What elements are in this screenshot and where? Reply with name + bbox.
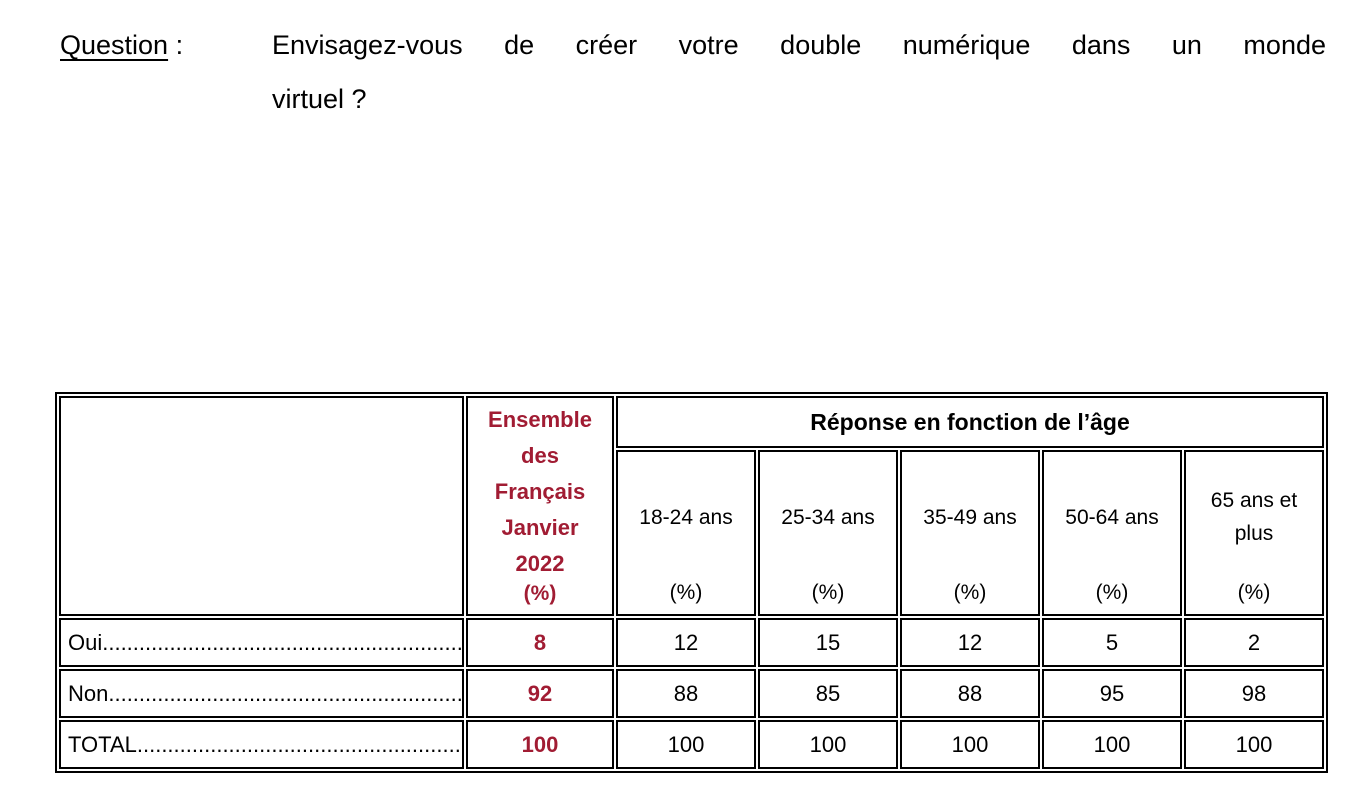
percent-label: (%) xyxy=(811,581,845,604)
age-label: 65 ans et plus xyxy=(1210,489,1298,545)
ensemble-header-text: Ensemble des Français Janvier 2022 xyxy=(488,402,592,582)
total-value-25-34: 100 xyxy=(758,720,898,769)
total-ensemble-value: 100 xyxy=(466,720,614,769)
question-block: Question : Envisagez-vous de créer votre… xyxy=(60,18,1326,126)
non-value-65-plus: 98 xyxy=(1184,669,1325,718)
age-column-header-50-64: 50-64 ans (%) xyxy=(1042,450,1182,616)
non-value-50-64: 95 xyxy=(1042,669,1182,718)
ensemble-line: Janvier xyxy=(501,515,579,540)
table-row-oui: Oui.....................................… xyxy=(59,618,1325,667)
ensemble-line: Ensemble xyxy=(488,407,592,432)
table-row-total: TOTAL...................................… xyxy=(59,720,1325,769)
age-group-header: Réponse en fonction de l’âge xyxy=(616,396,1325,448)
total-value-35-49: 100 xyxy=(900,720,1040,769)
oui-value-35-49: 12 xyxy=(900,618,1040,667)
ensemble-line: 2022 xyxy=(515,551,565,576)
oui-ensemble-value: 8 xyxy=(466,618,614,667)
question-word: Question xyxy=(60,30,169,60)
ensemble-line: Français xyxy=(494,479,586,504)
table-row-non: Non.....................................… xyxy=(59,669,1325,718)
header-row-2: 18-24 ans (%) 25-34 ans (%) 35-49 ans (%… xyxy=(59,450,1325,616)
total-value-65-plus: 100 xyxy=(1184,720,1325,769)
total-value-50-64: 100 xyxy=(1042,720,1182,769)
corner-cell xyxy=(59,396,464,616)
percent-label: (%) xyxy=(669,581,703,604)
ensemble-line: des xyxy=(521,443,559,468)
header-row-1: Ensemble des Français Janvier 2022 (%) R… xyxy=(59,396,1325,616)
non-value-25-34: 85 xyxy=(758,669,898,718)
oui-value-18-24: 12 xyxy=(616,618,756,667)
age-label: 25-34 ans xyxy=(781,505,875,529)
oui-value-65-plus: 2 xyxy=(1184,618,1325,667)
ensemble-header-cell: Ensemble des Français Janvier 2022 (%) xyxy=(466,396,614,616)
age-label: 50-64 ans xyxy=(1065,505,1159,529)
ensemble-percent-label: (%) xyxy=(523,582,557,605)
question-text: Envisagez-vous de créer votre double num… xyxy=(272,18,1326,126)
oui-value-50-64: 5 xyxy=(1042,618,1182,667)
age-column-header-65-plus: 65 ans et plus (%) xyxy=(1184,450,1325,616)
question-colon: : xyxy=(168,30,184,60)
row-label-oui: Oui.....................................… xyxy=(59,618,464,667)
question-line-2: virtuel ? xyxy=(272,84,367,114)
non-value-18-24: 88 xyxy=(616,669,756,718)
non-ensemble-value: 92 xyxy=(466,669,614,718)
total-value-18-24: 100 xyxy=(616,720,756,769)
age-column-header-35-49: 35-49 ans (%) xyxy=(900,450,1040,616)
age-label: 18-24 ans xyxy=(639,505,733,529)
age-column-header-25-34: 25-34 ans (%) xyxy=(758,450,898,616)
age-label: 35-49 ans xyxy=(923,505,1017,529)
question-label: Question : xyxy=(60,18,272,126)
age-column-header-18-24: 18-24 ans (%) xyxy=(616,450,756,616)
row-label-non: Non.....................................… xyxy=(59,669,464,718)
results-table: Ensemble des Français Janvier 2022 (%) R… xyxy=(55,392,1329,773)
percent-label: (%) xyxy=(953,581,987,604)
percent-label: (%) xyxy=(1095,581,1129,604)
question-line-1: Envisagez-vous de créer votre double num… xyxy=(272,30,1326,60)
row-label-total: TOTAL...................................… xyxy=(59,720,464,769)
percent-label: (%) xyxy=(1237,581,1271,604)
non-value-35-49: 88 xyxy=(900,669,1040,718)
oui-value-25-34: 15 xyxy=(758,618,898,667)
